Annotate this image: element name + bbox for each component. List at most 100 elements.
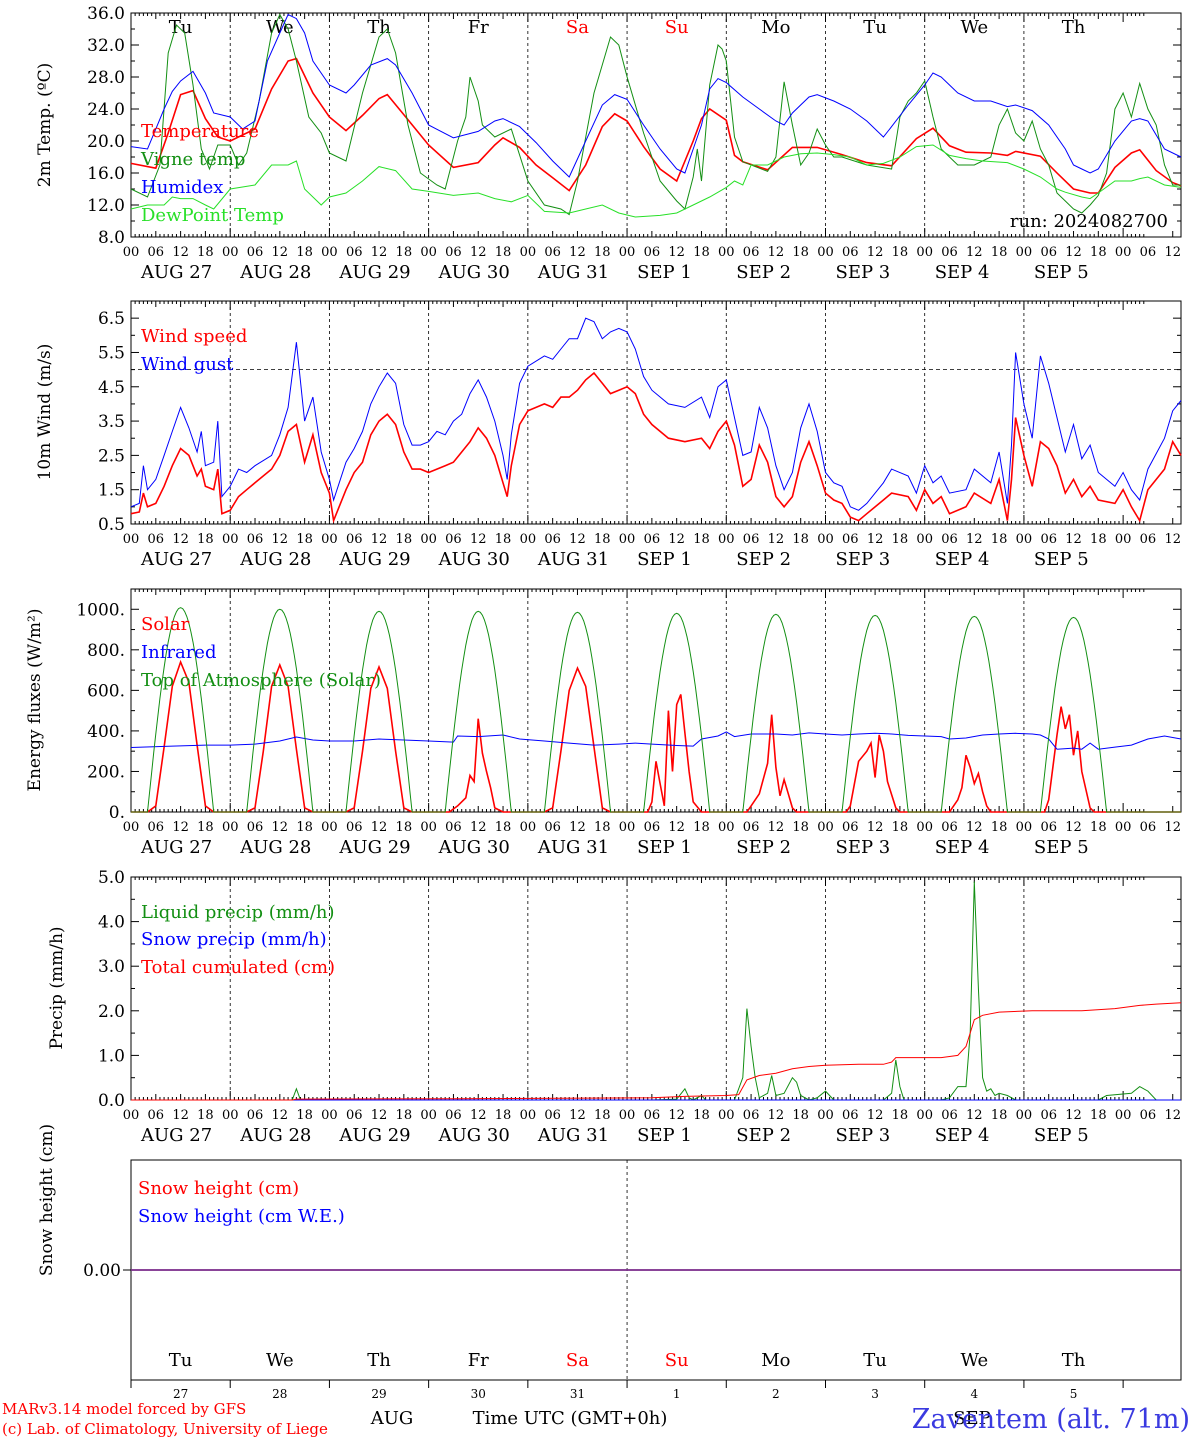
date-label: SEP 5 — [1034, 549, 1089, 570]
hour-tick-label: 00 — [123, 245, 140, 260]
hour-tick-label: 12 — [272, 1108, 289, 1123]
hour-tick-label: 06 — [445, 820, 462, 835]
hour-tick-label: 12 — [867, 532, 884, 547]
hour-tick-label: 18 — [991, 1108, 1008, 1123]
date-label: SEP 1 — [637, 1125, 692, 1146]
hour-tick-label: 12 — [966, 820, 983, 835]
hour-tick-label: 18 — [296, 532, 313, 547]
date-label: AUG 31 — [537, 262, 609, 283]
y-tick-label: 400. — [87, 722, 125, 742]
hour-tick-label: 00 — [817, 245, 834, 260]
hour-tick-label: 06 — [842, 245, 859, 260]
legend-entry: Liquid precip (mm/h) — [141, 902, 335, 923]
y-axis-label: Energy fluxes (W/m²) — [25, 609, 45, 792]
hour-tick-label: 06 — [941, 245, 958, 260]
hour-tick-label: 00 — [1016, 820, 1033, 835]
hour-tick-label: 00 — [321, 245, 338, 260]
legend-entry: Snow precip (mm/h) — [141, 929, 327, 950]
y-tick-label: 600. — [87, 681, 125, 701]
weekday-label: Tu — [863, 17, 887, 38]
hour-tick-label: 06 — [1140, 820, 1157, 835]
series-line-dewpoint-temp — [130, 144, 1182, 218]
weekday-label: We — [960, 17, 988, 38]
y-tick-label: 6.5 — [98, 309, 125, 329]
day-number-label: 5 — [1070, 1387, 1078, 1401]
date-label: AUG 27 — [140, 262, 212, 283]
hour-tick-label: 06 — [148, 532, 165, 547]
hour-tick-label: 06 — [346, 245, 363, 260]
hour-tick-label: 06 — [1040, 532, 1057, 547]
hour-tick-label: 18 — [693, 820, 710, 835]
hour-tick-label: 18 — [197, 532, 214, 547]
hour-tick-label: 12 — [1065, 245, 1082, 260]
hour-tick-label: 06 — [842, 1108, 859, 1123]
hour-tick-label: 00 — [619, 1108, 636, 1123]
hour-tick-label: 00 — [420, 820, 437, 835]
y-tick-label: 4.5 — [98, 378, 125, 398]
hour-tick-label: 00 — [222, 532, 239, 547]
y-tick-label: 2.5 — [98, 446, 125, 466]
hour-tick-label: 06 — [445, 1108, 462, 1123]
hour-tick-label: 18 — [495, 1108, 512, 1123]
hour-tick-label: 00 — [817, 1108, 834, 1123]
hour-tick-label: 18 — [495, 532, 512, 547]
legend-entry: Vigne temp — [140, 149, 245, 170]
date-label: SEP 3 — [835, 262, 890, 283]
weekday-label: We — [266, 17, 294, 38]
weekday-label: Tu — [169, 1350, 193, 1371]
date-label: AUG 28 — [239, 262, 311, 283]
hour-tick-label: 18 — [792, 532, 809, 547]
legend-entry: Wind gust — [141, 354, 234, 375]
y-axis-label: Snow height (cm) — [37, 1124, 57, 1276]
weekday-label: We — [266, 1350, 294, 1371]
hour-tick-label: 06 — [644, 245, 661, 260]
hour-tick-label: 18 — [1090, 532, 1107, 547]
date-label: AUG 29 — [338, 549, 410, 570]
hour-tick-label: 18 — [197, 820, 214, 835]
date-label: SEP 2 — [736, 837, 791, 858]
date-label: SEP 3 — [835, 837, 890, 858]
hour-tick-label: 18 — [892, 820, 909, 835]
hour-tick-label: 06 — [1040, 245, 1057, 260]
hour-tick-label: 12 — [1065, 820, 1082, 835]
y-tick-label: 1.0 — [98, 1046, 125, 1066]
hour-tick-label: 00 — [916, 820, 933, 835]
footer-line-2: (c) Lab. of Climatology, University of L… — [2, 1420, 328, 1438]
bottom-month-sep: SEP — [953, 1408, 991, 1429]
y-tick-label: 32.0 — [87, 36, 125, 56]
y-tick-label: 20.0 — [87, 132, 125, 152]
hour-tick-label: 06 — [346, 532, 363, 547]
legend-entry: DewPoint Temp — [141, 205, 284, 226]
y-tick-label: 1.5 — [98, 481, 125, 501]
series-line-vigne-temp — [130, 13, 1181, 216]
weekday-label: Tu — [863, 1350, 887, 1371]
footer-line-1: MARv3.14 model forced by GFS — [2, 1400, 246, 1418]
hour-tick-label: 00 — [123, 1108, 140, 1123]
hour-tick-label: 12 — [172, 245, 189, 260]
hour-tick-label: 00 — [520, 820, 537, 835]
plot-frame — [130, 12, 1182, 238]
hour-tick-label: 00 — [1115, 532, 1132, 547]
hour-tick-label: 12 — [569, 1108, 586, 1123]
hour-tick-label: 18 — [396, 532, 413, 547]
hour-tick-label: 18 — [792, 245, 809, 260]
day-number-label: 4 — [970, 1387, 978, 1401]
hour-tick-label: 18 — [296, 1108, 313, 1123]
hour-tick-label: 00 — [1115, 820, 1132, 835]
hour-tick-label: 06 — [247, 1108, 264, 1123]
hour-tick-label: 12 — [668, 532, 685, 547]
hour-tick-label: 06 — [941, 532, 958, 547]
hour-tick-label: 06 — [941, 820, 958, 835]
hour-tick-label: 00 — [1016, 245, 1033, 260]
hour-tick-label: 12 — [1164, 820, 1181, 835]
hour-tick-label: 00 — [619, 820, 636, 835]
hour-tick-label: 18 — [396, 820, 413, 835]
hour-tick-label: 18 — [792, 1108, 809, 1123]
legend-entry: Solar — [141, 614, 190, 635]
hour-tick-label: 00 — [718, 1108, 735, 1123]
date-label: AUG 28 — [239, 549, 311, 570]
hour-tick-label: 12 — [272, 532, 289, 547]
hour-tick-label: 00 — [420, 1108, 437, 1123]
hour-tick-label: 00 — [520, 1108, 537, 1123]
hour-tick-label: 00 — [520, 245, 537, 260]
